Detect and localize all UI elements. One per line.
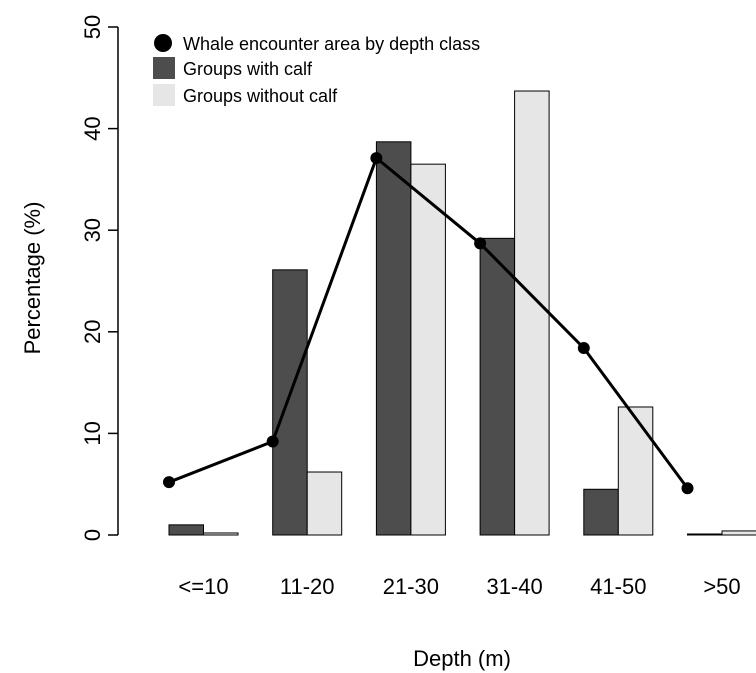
y-axis: 0 10 20 30 40 50 [80, 15, 119, 541]
bar-with-calf [168, 524, 204, 536]
encounter-point [577, 342, 590, 355]
x-axis-label: Depth (m) [413, 646, 511, 671]
y-axis-label: Percentage (%) [20, 202, 45, 355]
y-tick-label: 20 [80, 320, 105, 344]
y-tick-label: 30 [80, 218, 105, 242]
legend-label-without-calf: Groups without calf [183, 86, 338, 106]
bar-without-calf [721, 530, 756, 536]
y-tick-label: 0 [80, 529, 105, 541]
legend-swatch-without-calf [153, 84, 175, 106]
bar-without-calf [514, 90, 550, 536]
y-tick-label: 10 [80, 421, 105, 445]
x-tick-label: >50 [703, 574, 740, 599]
x-tick-label: 41-50 [590, 574, 646, 599]
legend-marker-encounter [154, 34, 172, 52]
y-tick-label: 40 [80, 116, 105, 140]
bars-group [168, 90, 756, 536]
x-tick-label: 21-30 [383, 574, 439, 599]
bar-with-calf [375, 141, 412, 536]
legend-label-with-calf: Groups with calf [183, 59, 313, 79]
legend-swatch-with-calf [153, 57, 175, 79]
bar-without-calf [306, 471, 343, 536]
x-tick-labels: <=10 11-20 21-30 31-40 41-50 >50 [178, 574, 740, 599]
bar-with-calf [583, 488, 619, 536]
bar-with-calf [687, 533, 723, 536]
y-tick-label: 50 [80, 15, 105, 39]
bar-with-calf [272, 269, 308, 536]
x-tick-label: <=10 [178, 574, 228, 599]
encounter-line-group [163, 152, 694, 495]
bar-without-calf [410, 163, 446, 536]
encounter-point [681, 482, 694, 495]
encounter-point [266, 435, 279, 448]
x-tick-label: 31-40 [486, 574, 542, 599]
bar-without-calf [617, 406, 654, 536]
legend: Whale encounter area by depth class Grou… [153, 34, 480, 106]
encounter-point [370, 152, 383, 165]
x-tick-label: 11-20 [280, 574, 335, 599]
encounter-line [168, 155, 689, 490]
encounter-point [163, 476, 175, 489]
bar-with-calf [479, 237, 516, 536]
bar-without-calf [203, 532, 239, 536]
encounter-point [474, 237, 487, 250]
legend-label-encounter: Whale encounter area by depth class [183, 34, 480, 54]
